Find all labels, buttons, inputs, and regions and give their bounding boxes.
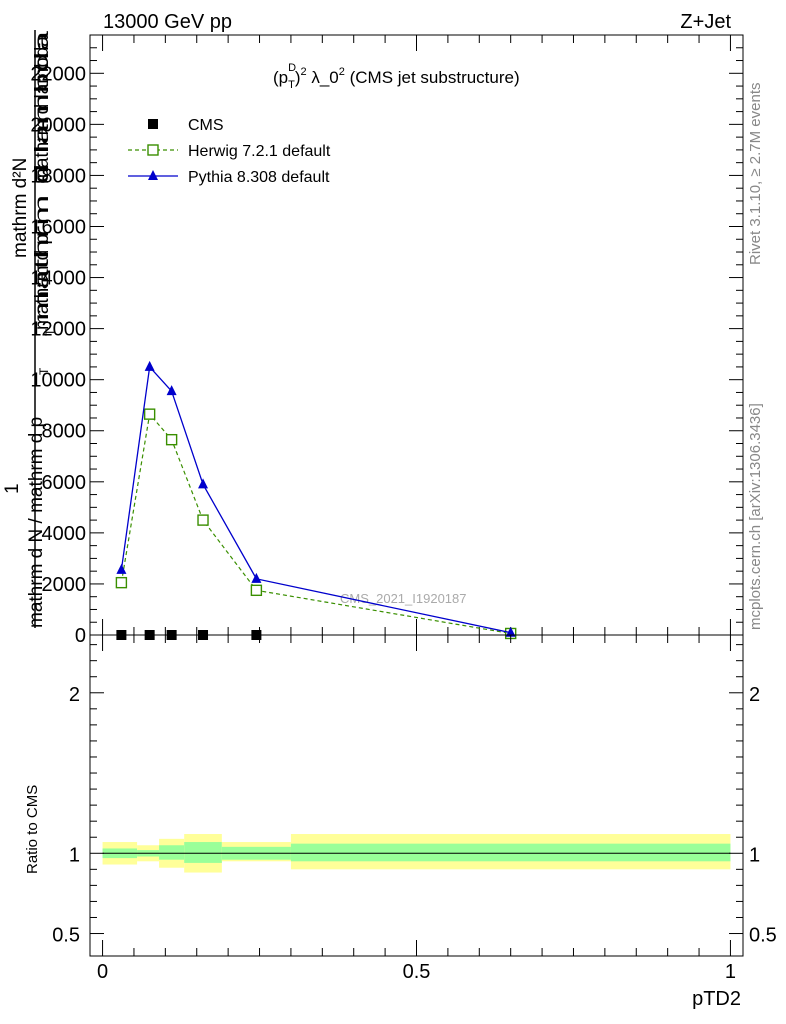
- legend-cms-label: CMS: [188, 117, 224, 134]
- ylabel-garble: mathrm d lambda: [32, 36, 53, 184]
- y-tick-label: 20000: [30, 114, 86, 136]
- legend: CMS Herwig 7.2.1 default Pythia 8.308 de…: [128, 117, 331, 186]
- pythia-point: [166, 385, 177, 396]
- y-tick-label: 18000: [30, 165, 86, 187]
- herwig-point: [143, 408, 156, 420]
- herwig-line: [120, 412, 511, 635]
- y-tick-label: 14000: [30, 268, 86, 290]
- ratio-y-tick-label-right: 1: [749, 844, 760, 866]
- herwig-point: [115, 576, 128, 589]
- herwig-point: [250, 584, 263, 597]
- x-axis-label: pTD2: [692, 988, 741, 1010]
- pythia-line: [120, 365, 511, 634]
- main-x-ticks: [102, 35, 731, 635]
- legend-herwig-marker: [147, 144, 159, 156]
- header-left: 13000 GeV pp: [103, 11, 232, 33]
- ylabel-main: mathrm d p: [32, 234, 53, 330]
- y-tick-label: 22000: [30, 63, 86, 85]
- legend-pythia-label: Pythia 8.308 default: [188, 169, 330, 186]
- ratio-y-tick-label-right: 0.5: [749, 925, 777, 947]
- mcplots-label: mcplots.cern.ch [arXiv:1306.3436]: [747, 403, 764, 630]
- plot-title: (pD T)2 λ_02 (CMS jet substructure): [273, 62, 520, 91]
- y-tick-label: 12000: [30, 319, 86, 341]
- legend-cms-marker: [148, 119, 158, 129]
- x-tick-label: 0: [97, 961, 108, 983]
- ratio-panel-frame: [89, 634, 744, 957]
- ylabel-tail: mathrm d lambda: [32, 30, 53, 321]
- y-tick-label: 4000: [42, 523, 87, 545]
- y-tick-label: 16000: [30, 216, 86, 238]
- ylabel-fraction-bottom: mathrm d N / mathrm d p: [26, 417, 47, 628]
- ratio-band-inner: [290, 843, 731, 862]
- ratio-ylabel: Ratio to CMS: [24, 785, 41, 874]
- y-tick-label: 10000: [30, 370, 86, 392]
- y-tick-label: 8000: [42, 421, 87, 443]
- pythia-point: [144, 360, 155, 371]
- pythia-point: [116, 563, 127, 574]
- header-right: Z+Jet: [680, 11, 731, 33]
- ratio-y-tick-label-right: 2: [749, 684, 760, 706]
- herwig-point: [197, 514, 209, 526]
- ratio-y-tick-label: 2: [69, 684, 80, 706]
- legend-pythia-marker: [148, 170, 158, 180]
- ratio-band-inner: [159, 845, 185, 860]
- pythia-point: [505, 626, 516, 637]
- legend-herwig-label: Herwig 7.2.1 default: [188, 143, 331, 160]
- ylabel-numerator: mathrm d²N: [10, 158, 31, 258]
- watermark: CMS_2021_I1920187: [340, 591, 467, 606]
- rivet-label: Rivet 3.1.10, ≥ 2.7M events: [747, 83, 764, 266]
- herwig-point: [165, 433, 178, 446]
- ratio-band-inner: [184, 842, 222, 863]
- pythia-point: [251, 572, 262, 583]
- x-tick-label: 1: [725, 961, 736, 983]
- ylabel-main-sub: T: [43, 328, 57, 336]
- ylabel-fraction-top: 1: [2, 483, 23, 494]
- pythia-point: [198, 478, 209, 489]
- ylabel-sub: T: [37, 367, 51, 375]
- main-y-ticks: 0 2000 4000 6000 8000 10000 12000 14000 16000 180…: [30, 34, 743, 647]
- y-tick-label: 2000: [42, 574, 87, 596]
- main-ylabel: mathrm d²N mathrm d p T mathrm d lambda …: [2, 30, 57, 628]
- ratio-y-tick-label: 0.5: [52, 925, 80, 947]
- ratio-x-ticks: 0 0.5 1: [97, 635, 736, 983]
- x-tick-label: 0.5: [403, 961, 431, 983]
- ratio-y-ticks: 0.5 0.5 1 1 2 2: [52, 644, 777, 947]
- y-tick-label: 6000: [42, 472, 87, 494]
- ratio-y-tick-label: 1: [69, 844, 80, 866]
- y-tick-label: 0: [75, 625, 86, 647]
